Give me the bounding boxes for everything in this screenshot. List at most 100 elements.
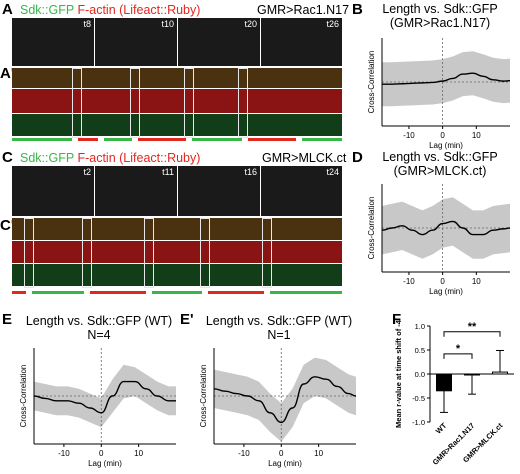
kymo-box bbox=[238, 68, 248, 138]
phase-bar bbox=[248, 138, 296, 141]
category-label: WT bbox=[434, 421, 449, 436]
frame-divider bbox=[177, 18, 178, 66]
phase-bar bbox=[208, 291, 264, 294]
chart-e2-title: Length vs. Sdk::GFP (WT) N=1 bbox=[194, 314, 364, 342]
significance-label: ** bbox=[468, 321, 477, 333]
x-tick-label: -10 bbox=[58, 449, 70, 458]
genotype-a: GMR>Rac1.N17 bbox=[257, 3, 350, 17]
x-tick-label: 10 bbox=[472, 131, 481, 140]
confidence-band bbox=[34, 364, 176, 428]
confidence-band bbox=[382, 51, 510, 107]
phase-bar bbox=[270, 291, 342, 294]
frame-c-4: t24 bbox=[261, 166, 342, 216]
legend-red-a: F-actin (Lifeact::Ruby) bbox=[77, 3, 201, 17]
series-line bbox=[381, 220, 511, 236]
frame-label: t2 bbox=[83, 167, 91, 177]
significance-bracket bbox=[443, 331, 501, 337]
y-tick-label: 1.0 bbox=[415, 322, 425, 331]
kymograph-merge-a bbox=[12, 68, 342, 88]
phase-bar bbox=[32, 291, 84, 294]
chart-e: -10 0 10 Lag (min) Cross-Correlation bbox=[19, 348, 177, 468]
bar bbox=[436, 373, 452, 392]
frame-a-3: t20 bbox=[178, 18, 260, 66]
y-axis-label: Cross-Correlation bbox=[367, 51, 376, 114]
frame-divider bbox=[260, 18, 261, 66]
phase-bar bbox=[192, 138, 242, 141]
x-tick-label: -10 bbox=[238, 449, 250, 458]
panel-label-d: D bbox=[352, 149, 363, 166]
phase-bars-a bbox=[12, 138, 342, 141]
phase-bar bbox=[78, 138, 98, 141]
y-axis-label: Cross-Correlation bbox=[367, 197, 376, 260]
x-axis-label: Lag (min) bbox=[429, 141, 463, 150]
y-axis-label: Mean r-value at time shift of -4 bbox=[394, 319, 403, 428]
series-line bbox=[382, 72, 511, 85]
frame-label: t20 bbox=[244, 19, 257, 29]
panel-label-e-prime: E' bbox=[180, 311, 194, 328]
x-tick-label: 0 bbox=[99, 449, 104, 458]
significance-bracket bbox=[443, 353, 473, 359]
kymograph-red-a bbox=[12, 89, 342, 113]
kymo-box bbox=[82, 218, 92, 288]
kymograph-green-c bbox=[12, 264, 342, 286]
chart-e-title: Length vs. Sdk::GFP (WT) N=4 bbox=[14, 314, 184, 342]
y-axis-label: Cross-Correlation bbox=[199, 365, 208, 428]
x-tick-label: -10 bbox=[403, 131, 415, 140]
chart-e-title-line2: N=4 bbox=[87, 328, 111, 342]
frame-c-2: t11 bbox=[95, 166, 177, 216]
frame-label: t16 bbox=[244, 167, 257, 177]
x-tick-label: 0 bbox=[440, 131, 445, 140]
phase-bar bbox=[90, 291, 146, 294]
frame-divider bbox=[94, 166, 95, 216]
chart-d: -10 0 10 Lag (min) Cross-Correlation bbox=[367, 184, 511, 296]
series-line bbox=[213, 376, 357, 424]
series-line bbox=[33, 380, 177, 414]
genotype-c: GMR>MLCK.ct bbox=[262, 151, 347, 165]
kymo-boxes-a bbox=[12, 68, 342, 138]
x-tick-label: 0 bbox=[440, 277, 445, 286]
frame-a-4: t26 bbox=[261, 18, 342, 66]
x-tick-label: 10 bbox=[134, 449, 143, 458]
kymograph-green-a bbox=[12, 114, 342, 136]
significance-label: * bbox=[456, 343, 461, 355]
kymo-box bbox=[72, 68, 82, 138]
confidence-band bbox=[214, 357, 356, 442]
panel-label-c-prime: C' bbox=[0, 217, 15, 234]
phase-bar bbox=[12, 291, 26, 294]
frame-label: t26 bbox=[326, 19, 339, 29]
chart-b-title-line2: (GMR>Rac1.N17) bbox=[389, 16, 491, 30]
x-tick-label: 10 bbox=[314, 449, 323, 458]
x-tick-label: 10 bbox=[472, 277, 481, 286]
chart-d-title: Length vs. Sdk::GFP (GMR>MLCK.ct) bbox=[360, 150, 520, 178]
panel-label-a: A bbox=[2, 1, 13, 18]
y-tick-label: -0.5 bbox=[412, 394, 425, 403]
x-tick-label: 0 bbox=[279, 449, 284, 458]
kymograph-merge-c bbox=[12, 218, 342, 240]
chart-d-title-line2: (GMR>MLCK.ct) bbox=[393, 164, 487, 178]
kymo-box bbox=[130, 68, 140, 138]
chart-b-title: Length vs. Sdk::GFP (GMR>Rac1.N17) bbox=[360, 2, 520, 30]
y-tick-label: 0.0 bbox=[415, 370, 425, 379]
x-axis-label: Lag (min) bbox=[88, 459, 122, 468]
y-axis-label: Cross-Correlation bbox=[19, 365, 28, 428]
panel-label-e: E bbox=[2, 311, 13, 328]
micrograph-a: t8 t10 t20 t26 bbox=[12, 18, 342, 66]
frame-a-1: t8 bbox=[12, 18, 94, 66]
phase-bars-c bbox=[12, 291, 342, 294]
x-axis-label: Lag (min) bbox=[268, 459, 302, 468]
panel-a-legend: Sdk::GFP F-actin (Lifeact::Ruby) bbox=[20, 3, 200, 17]
x-axis-label: Lag (min) bbox=[429, 287, 463, 296]
chart-e2-title-line1: Length vs. Sdk::GFP (WT) bbox=[205, 314, 353, 328]
frame-divider bbox=[260, 166, 261, 216]
frame-label: t11 bbox=[162, 167, 174, 177]
frame-divider bbox=[177, 166, 178, 216]
kymo-box bbox=[24, 218, 34, 288]
chart-d-title-line1: Length vs. Sdk::GFP bbox=[382, 150, 498, 164]
phase-bar bbox=[104, 138, 132, 141]
legend-green-a: Sdk::GFP bbox=[20, 3, 74, 17]
frame-label: t24 bbox=[326, 167, 339, 177]
kymo-box bbox=[262, 218, 272, 288]
kymo-box bbox=[184, 68, 194, 138]
frame-a-2: t10 bbox=[95, 18, 177, 66]
chart-f: -1.0 -0.5 0.0 0.5 1.0 Mean r-value at time sh… bbox=[394, 319, 514, 467]
